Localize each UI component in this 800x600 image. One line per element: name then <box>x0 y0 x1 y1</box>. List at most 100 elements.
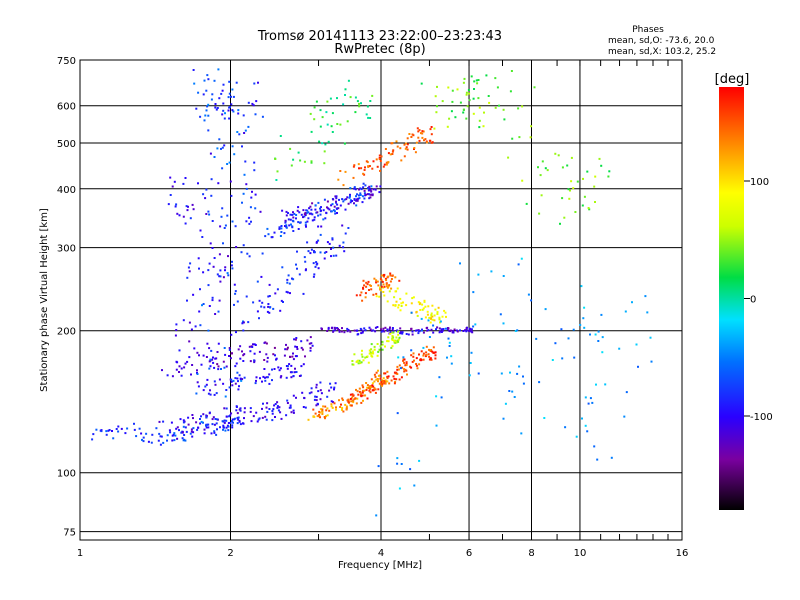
data-point <box>400 305 403 307</box>
data-point <box>631 301 633 304</box>
data-point <box>202 303 205 305</box>
data-point <box>377 350 380 353</box>
data-point <box>361 391 364 394</box>
data-point <box>190 328 193 331</box>
data-point <box>594 201 596 203</box>
data-point <box>397 333 400 336</box>
data-point <box>314 265 317 268</box>
data-point <box>194 325 197 328</box>
data-point <box>388 290 391 293</box>
data-point <box>332 254 335 257</box>
data-point <box>365 160 368 163</box>
data-point <box>292 216 295 219</box>
data-point <box>369 196 372 199</box>
data-point <box>356 329 358 332</box>
data-point <box>396 329 399 332</box>
data-point <box>279 411 282 414</box>
data-point <box>311 213 314 216</box>
data-point <box>186 209 189 212</box>
data-point <box>315 241 318 244</box>
data-point <box>295 371 298 373</box>
data-point <box>409 468 412 471</box>
data-point <box>372 352 375 355</box>
data-point <box>384 382 387 385</box>
data-point <box>434 308 437 311</box>
data-point <box>284 225 286 227</box>
data-point <box>166 374 169 377</box>
data-point <box>345 408 348 411</box>
data-point <box>242 360 245 362</box>
data-point <box>175 427 178 430</box>
data-point <box>200 415 202 418</box>
data-point <box>355 294 358 297</box>
data-point <box>197 91 200 94</box>
data-point <box>273 368 276 370</box>
data-point <box>511 137 514 140</box>
data-point <box>353 187 356 190</box>
data-point <box>300 346 303 349</box>
data-point <box>504 402 507 405</box>
data-point <box>502 417 505 420</box>
data-point <box>379 277 382 280</box>
data-point <box>290 371 293 374</box>
data-point <box>348 196 351 199</box>
data-point <box>389 280 392 283</box>
data-point <box>360 102 362 105</box>
data-point <box>420 132 422 135</box>
data-point <box>346 327 349 330</box>
data-point <box>198 267 200 270</box>
data-point <box>383 285 386 288</box>
data-point <box>344 232 347 235</box>
data-point <box>380 274 383 277</box>
data-point <box>354 111 357 114</box>
data-point <box>310 212 313 215</box>
data-point <box>321 142 324 145</box>
data-point <box>336 97 338 100</box>
data-point <box>292 278 295 281</box>
data-point <box>331 203 334 206</box>
data-point <box>238 408 241 411</box>
data-point <box>521 179 524 182</box>
data-point <box>395 336 398 339</box>
data-point <box>378 348 381 351</box>
data-point <box>334 212 337 215</box>
data-point <box>397 340 400 343</box>
data-point <box>224 269 226 272</box>
data-point <box>351 200 353 202</box>
data-point <box>607 175 610 178</box>
data-point <box>243 132 246 134</box>
data-point <box>369 187 371 190</box>
data-point <box>187 423 190 426</box>
data-point <box>209 242 212 245</box>
data-point <box>472 112 475 115</box>
data-point <box>421 136 424 139</box>
data-point <box>427 305 430 308</box>
data-point <box>508 390 511 392</box>
data-point <box>419 302 422 305</box>
data-point <box>377 388 380 391</box>
data-point <box>597 330 600 333</box>
data-point <box>530 125 533 128</box>
data-point <box>330 327 333 330</box>
data-point <box>188 340 191 343</box>
data-point <box>583 306 586 309</box>
data-point <box>235 405 238 408</box>
data-point <box>355 388 357 391</box>
data-point <box>448 341 451 344</box>
data-point <box>422 307 425 310</box>
data-point <box>313 398 316 401</box>
data-point <box>374 330 377 333</box>
data-point <box>231 426 234 429</box>
data-point <box>384 326 387 329</box>
data-point <box>353 198 356 201</box>
data-point <box>594 333 597 336</box>
data-point <box>263 368 266 370</box>
data-point <box>394 340 397 343</box>
data-point <box>385 380 387 383</box>
data-point <box>376 326 379 328</box>
data-point <box>371 94 374 97</box>
data-point <box>261 407 263 410</box>
data-point <box>597 340 600 342</box>
data-point <box>205 109 208 112</box>
